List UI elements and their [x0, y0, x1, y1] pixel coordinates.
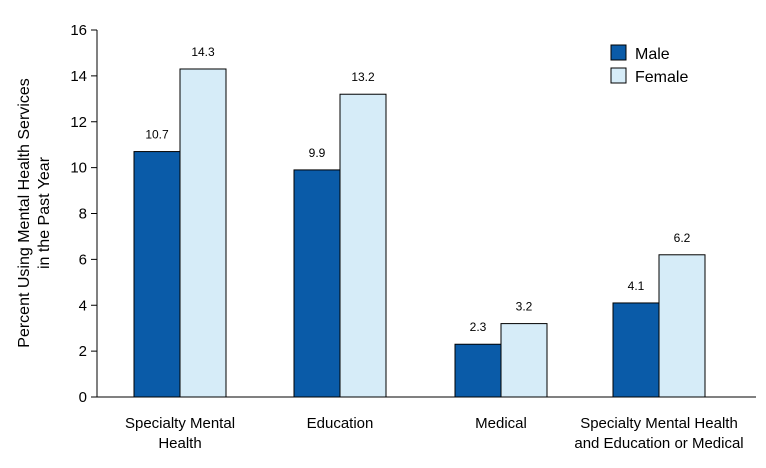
bar-female-2: [500, 323, 548, 398]
bar-male-3: [612, 302, 660, 398]
data-label-male-2: 2.3: [470, 320, 487, 334]
bars: [133, 68, 706, 398]
bar-male-0: [133, 151, 181, 398]
data-label-male-0: 10.7: [145, 128, 169, 142]
y-axis-title-line: in the Past Year: [36, 156, 53, 269]
data-label-female-3: 6.2: [674, 231, 691, 245]
y-tick-label: 4: [79, 297, 87, 314]
legend-swatch-male: [610, 44, 627, 61]
bar-female-0: [179, 68, 227, 398]
y-tick-label: 2: [79, 343, 87, 360]
bar-male-2: [454, 343, 502, 398]
category-label-line: Specialty Mental: [125, 415, 235, 432]
y-tick-label: 0: [79, 389, 87, 406]
legend-label-male: Male: [635, 46, 670, 63]
y-tick-label: 6: [79, 251, 87, 268]
legend-label-female: Female: [635, 69, 688, 86]
category-label-1: Education: [307, 415, 374, 432]
data-label-male-1: 9.9: [309, 146, 326, 160]
bar-female-1: [339, 93, 387, 398]
data-label-female-2: 3.2: [516, 300, 533, 314]
data-labels: 10.7 14.3 9.9 13.2 2.3 3.2 4.1 6.2: [145, 45, 690, 334]
y-axis-title-text: Percent Using Mental Health Services in t…: [16, 78, 53, 347]
y-tick-label: 8: [79, 206, 87, 223]
data-label-male-3: 4.1: [628, 279, 645, 293]
y-axis-title: Percent Using Mental Health Services in t…: [16, 78, 53, 347]
category-label-line: Education: [307, 415, 374, 432]
y-tick-label: 12: [70, 114, 87, 131]
y-tick-label: 10: [70, 160, 87, 177]
category-label-line: and Education or Medical: [574, 435, 743, 452]
category-label-line: Specialty Mental Health: [580, 415, 738, 432]
category-labels: Specialty Mental Health Education Medical Sp…: [125, 415, 744, 452]
category-label-0: Specialty Mental Health: [125, 415, 235, 452]
category-label-2: Medical: [475, 415, 527, 432]
bar-female-3: [658, 254, 706, 398]
data-label-female-1: 13.2: [351, 70, 375, 84]
y-tick-label: 16: [70, 22, 87, 39]
legend-swatch-female: [610, 67, 627, 84]
legend: Male Female: [610, 44, 688, 86]
category-label-3: Specialty Mental Health and Education or …: [574, 415, 743, 452]
category-label-line: Health: [158, 435, 201, 452]
data-label-female-0: 14.3: [191, 45, 215, 59]
category-label-line: Medical: [475, 415, 527, 432]
y-tick-label: 14: [70, 68, 87, 85]
y-axis-title-line: Percent Using Mental Health Services: [16, 78, 33, 347]
y-axis: 0 2 4 6 8 10 12 14 16: [70, 22, 98, 406]
bar-male-1: [293, 169, 341, 398]
